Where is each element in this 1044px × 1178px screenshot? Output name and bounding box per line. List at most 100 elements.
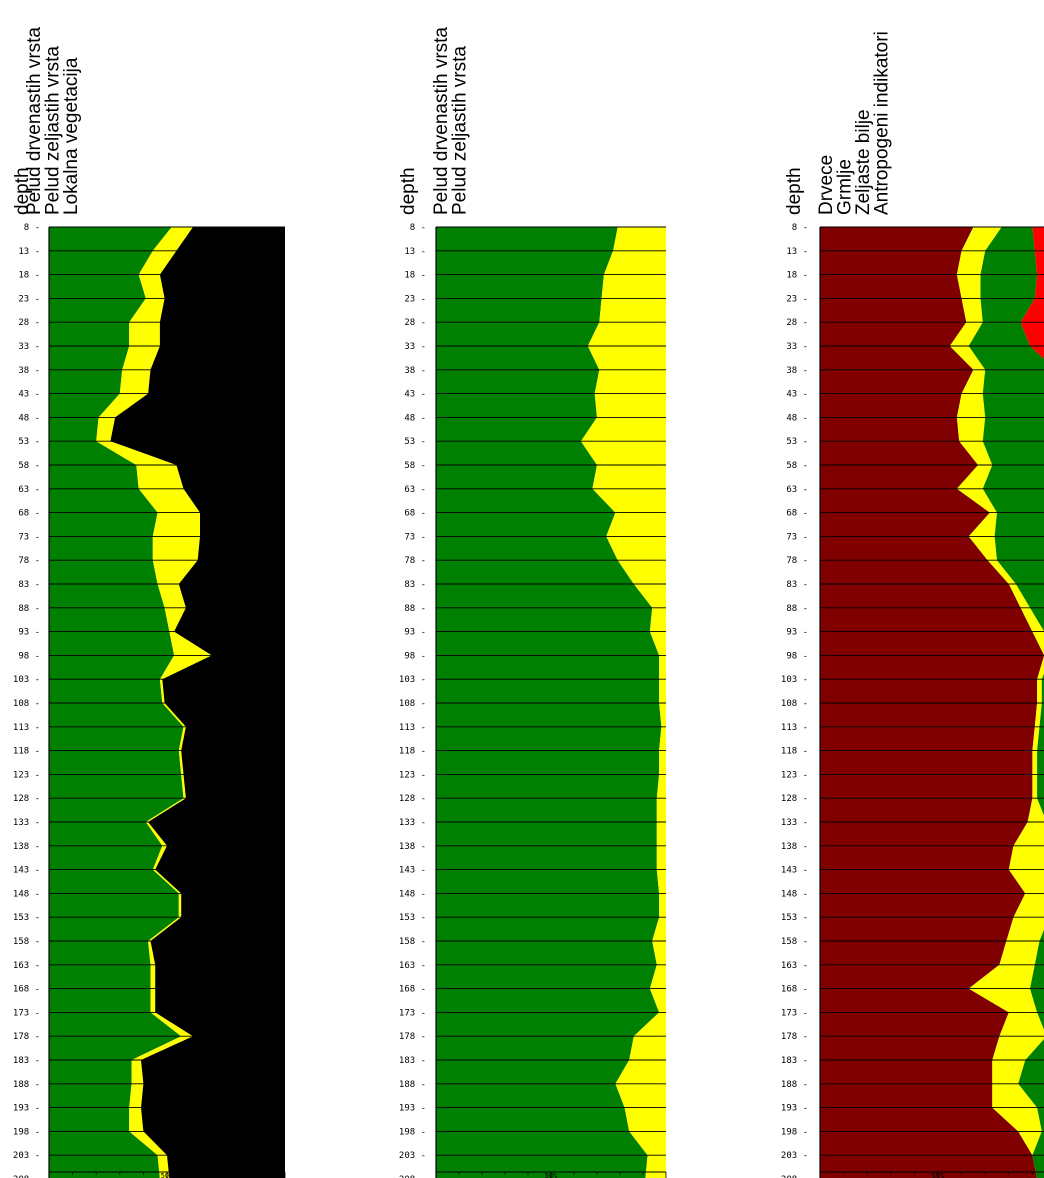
- depth-tick-label: 88 -: [404, 604, 426, 614]
- depth-tick-label: 38 -: [404, 366, 426, 376]
- depth-tick-label: 163 -: [781, 961, 808, 971]
- depth-tick-label: 8 -: [410, 223, 426, 233]
- depth-tick-label: 38 -: [786, 366, 808, 376]
- depth-tick-label: 138 -: [13, 842, 40, 852]
- depth-tick-label: 93 -: [786, 628, 808, 638]
- depth-tick-label: 38 -: [18, 366, 40, 376]
- depth-axis-label: depth: [398, 167, 419, 215]
- depth-tick-label: 153 -: [13, 913, 40, 923]
- depth-tick-label: 188 -: [13, 1080, 40, 1090]
- depth-tick-label: 118 -: [13, 747, 40, 757]
- area-series-2: [96, 227, 212, 1178]
- series-label: Pelud zeljastih vrsta: [450, 46, 471, 215]
- depth-tick-label: 103 -: [399, 675, 426, 685]
- depth-tick-label: 58 -: [18, 461, 40, 471]
- depth-axis-label: depth: [12, 167, 33, 215]
- depth-tick-label: 198 -: [13, 1127, 40, 1137]
- depth-tick-label: 33 -: [786, 342, 808, 352]
- depth-tick-label: 78 -: [18, 556, 40, 566]
- depth-tick-label: 128 -: [399, 794, 426, 804]
- series-label: Grmlje: [835, 159, 856, 215]
- depth-tick-label: 53 -: [404, 437, 426, 447]
- depth-tick-label: 133 -: [399, 818, 426, 828]
- depth-tick-label: 63 -: [404, 485, 426, 495]
- depth-tick-label: 43 -: [18, 390, 40, 400]
- depth-tick-label: 128 -: [781, 794, 808, 804]
- depth-tick-label: 183 -: [13, 1056, 40, 1066]
- depth-tick-label: 113 -: [781, 723, 808, 733]
- depth-tick-label: 108 -: [399, 699, 426, 709]
- series-label: Pelud drvenastih vrsta: [24, 27, 45, 215]
- depth-tick-label: 188 -: [781, 1080, 808, 1090]
- depth-tick-label: 68 -: [18, 509, 40, 519]
- depth-tick-label: 103 -: [781, 675, 808, 685]
- depth-tick-label: 183 -: [781, 1056, 808, 1066]
- depth-tick-label: 173 -: [781, 1008, 808, 1018]
- depth-tick-label: 138 -: [399, 842, 426, 852]
- depth-tick-label: 193 -: [13, 1104, 40, 1114]
- percent-label: 50%: [545, 1172, 558, 1178]
- depth-tick-label: 33 -: [18, 342, 40, 352]
- depth-tick-label: 113 -: [13, 723, 40, 733]
- depth-tick-label: 108 -: [13, 699, 40, 709]
- depth-tick-label: 43 -: [786, 390, 808, 400]
- depth-tick-label: 173 -: [399, 1008, 426, 1018]
- depth-tick-label: 168 -: [13, 985, 40, 995]
- depth-tick-label: 78 -: [404, 556, 426, 566]
- depth-tick-label: 188 -: [399, 1080, 426, 1090]
- depth-tick-label: 63 -: [786, 485, 808, 495]
- depth-tick-label: 43 -: [404, 390, 426, 400]
- percent-label: 50%: [161, 1172, 174, 1178]
- depth-tick-label: 68 -: [786, 509, 808, 519]
- depth-tick-label: 208 -: [781, 1175, 808, 1178]
- depth-tick-label: 138 -: [781, 842, 808, 852]
- depth-tick-label: 203 -: [13, 1151, 40, 1161]
- depth-tick-label: 183 -: [399, 1056, 426, 1066]
- depth-tick-label: 53 -: [18, 437, 40, 447]
- depth-tick-label: 83 -: [786, 580, 808, 590]
- series-label: Pelud drvenastih vrsta: [431, 27, 452, 215]
- depth-tick-label: 63 -: [18, 485, 40, 495]
- depth-tick-label: 53 -: [786, 437, 808, 447]
- series-label: Zeljaste bilje: [853, 109, 874, 215]
- depth-tick-label: 73 -: [404, 532, 426, 542]
- depth-tick-label: 173 -: [13, 1008, 40, 1018]
- depth-tick-label: 168 -: [399, 985, 426, 995]
- depth-tick-label: 58 -: [786, 461, 808, 471]
- depth-tick-label: 123 -: [781, 770, 808, 780]
- depth-tick-label: 18 -: [404, 271, 426, 281]
- depth-tick-label: 133 -: [781, 818, 808, 828]
- series-label: Antropogeni indikatori: [872, 31, 893, 215]
- depth-tick-label: 178 -: [781, 1032, 808, 1042]
- area-series-4: [1020, 227, 1044, 359]
- depth-tick-label: 148 -: [781, 889, 808, 899]
- depth-tick-label: 123 -: [13, 770, 40, 780]
- depth-tick-label: 163 -: [399, 961, 426, 971]
- depth-tick-label: 198 -: [781, 1127, 808, 1137]
- depth-tick-label: 88 -: [18, 604, 40, 614]
- depth-tick-label: 203 -: [781, 1151, 808, 1161]
- depth-tick-label: 8 -: [24, 223, 40, 233]
- depth-tick-label: 48 -: [18, 413, 40, 423]
- depth-tick-label: 13 -: [786, 247, 808, 257]
- depth-tick-label: 193 -: [781, 1104, 808, 1114]
- depth-tick-label: 48 -: [404, 413, 426, 423]
- depth-tick-label: 58 -: [404, 461, 426, 471]
- depth-tick-label: 93 -: [18, 628, 40, 638]
- depth-tick-label: 143 -: [13, 866, 40, 876]
- depth-tick-label: 23 -: [404, 294, 426, 304]
- depth-tick-label: 33 -: [404, 342, 426, 352]
- depth-tick-label: 8 -: [792, 223, 808, 233]
- depth-tick-label: 103 -: [13, 675, 40, 685]
- depth-tick-label: 178 -: [13, 1032, 40, 1042]
- depth-tick-label: 143 -: [781, 866, 808, 876]
- depth-tick-label: 158 -: [781, 937, 808, 947]
- series-label: Pelud zeljastih vrsta: [43, 46, 64, 215]
- depth-tick-label: 118 -: [399, 747, 426, 757]
- depth-tick-label: 28 -: [18, 318, 40, 328]
- depth-tick-label: 208 -: [13, 1175, 40, 1178]
- depth-tick-label: 143 -: [399, 866, 426, 876]
